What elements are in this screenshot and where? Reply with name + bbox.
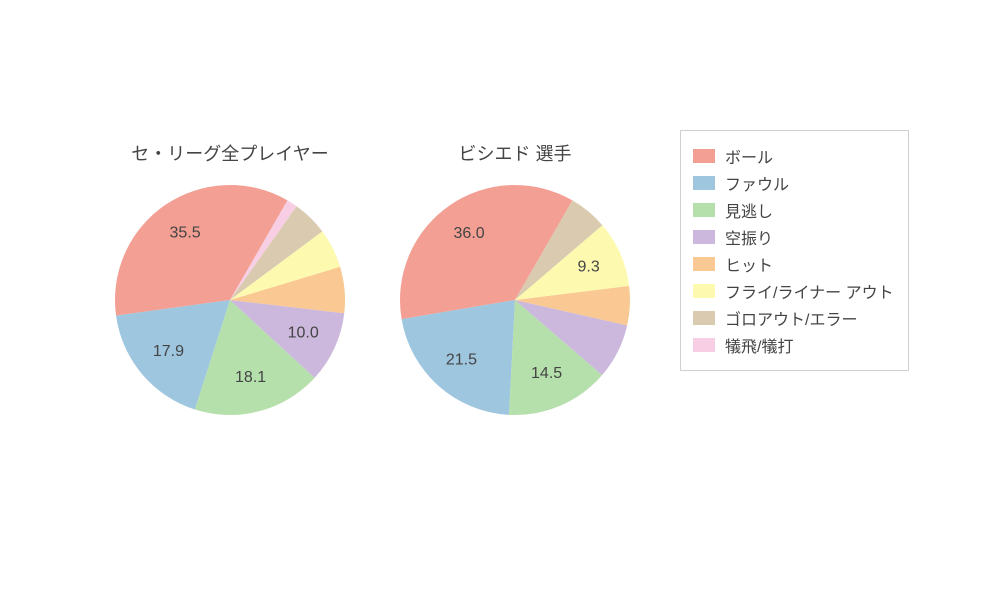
slice-label-league-swing: 10.0 [288,325,319,342]
pie-player: 36.0 21.5 14.5 9.3 [398,183,632,417]
slice-label-player-look: 14.5 [531,365,562,382]
legend-item-ball: ボール [693,144,894,168]
legend-label-groundout: ゴロアウト/エラー [725,306,857,330]
chart-title-league: セ・リーグ全プレイヤー [131,140,328,166]
slice-label-league-foul: 17.9 [153,343,184,360]
legend-label-foul: ファウル [725,171,789,195]
legend-label-look: 見逃し [725,198,773,222]
chart-canvas: セ・リーグ全プレイヤー 35.5 17.9 18.1 10.0 ビシエド 選手 36.0 21… [0,0,1000,600]
legend-label-flyliner: フライ/ライナー アウト [725,279,894,303]
legend-swatch-ball [693,149,715,163]
legend-item-look: 見逃し [693,198,894,222]
legend-swatch-sac [693,338,715,352]
legend-label-hit: ヒット [725,252,773,276]
legend-label-swing: 空振り [725,225,773,249]
slice-label-player-flyliner: 9.3 [577,259,599,276]
legend-swatch-hit [693,257,715,271]
legend-item-flyliner: フライ/ライナー アウト [693,279,894,303]
legend-item-swing: 空振り [693,225,894,249]
legend-swatch-foul [693,176,715,190]
legend-swatch-groundout [693,311,715,325]
legend-item-foul: ファウル [693,171,894,195]
slice-label-player-foul: 21.5 [446,351,477,368]
pie-league: 35.5 17.9 18.1 10.0 [113,183,347,417]
chart-title-player: ビシエド 選手 [458,140,571,166]
legend-label-ball: ボール [725,144,773,168]
legend-item-hit: ヒット [693,252,894,276]
legend-swatch-swing [693,230,715,244]
legend-label-sac: 犠飛/犠打 [725,333,793,357]
legend-swatch-look [693,203,715,217]
slice-label-league-ball: 35.5 [170,224,201,241]
slice-label-league-look: 18.1 [235,369,266,386]
legend-swatch-flyliner [693,284,715,298]
legend-item-groundout: ゴロアウト/エラー [693,306,894,330]
legend-item-sac: 犠飛/犠打 [693,333,894,357]
slice-label-player-ball: 36.0 [454,225,485,242]
legend: ボールファウル見逃し空振りヒットフライ/ライナー アウトゴロアウト/エラー犠飛/… [680,130,909,371]
